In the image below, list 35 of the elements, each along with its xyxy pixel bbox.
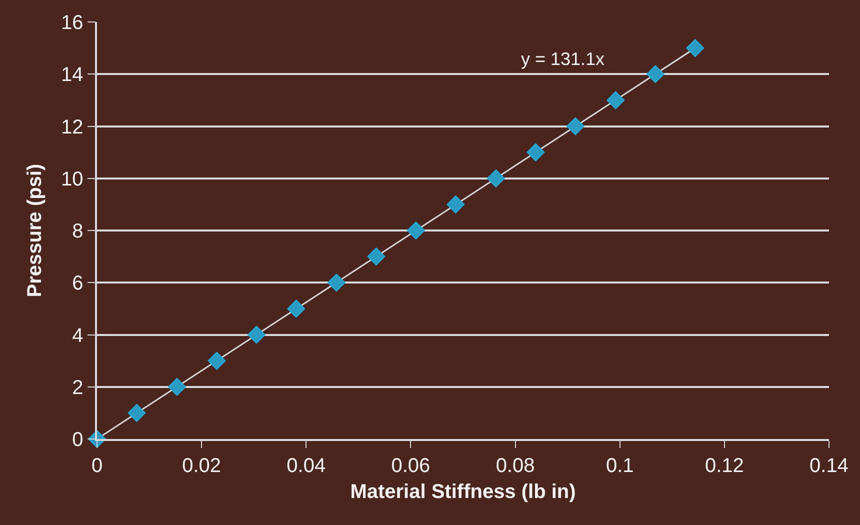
y-tick-label: 4	[72, 324, 84, 347]
point	[686, 39, 704, 58]
point	[406, 222, 425, 240]
point	[606, 91, 625, 110]
x-tick-label: 0.14	[810, 454, 848, 477]
point	[367, 248, 386, 266]
y-tick-label: 10	[61, 168, 84, 190]
annotation: y = 131.1x	[521, 49, 605, 69]
x-tick-label: 0.08	[496, 454, 535, 477]
point	[128, 404, 146, 422]
x-axis-title: Material Stiffness (lb in)	[350, 480, 576, 503]
point	[248, 326, 266, 344]
x-tick-label: 0.1	[606, 454, 634, 477]
x-tick-label: 0.06	[391, 454, 430, 477]
point	[646, 65, 664, 84]
x-tick-label: 0.02	[182, 454, 222, 477]
y-tick-label: 16	[61, 12, 84, 34]
point	[526, 143, 545, 162]
point	[446, 195, 465, 214]
y-tick-label: 8	[72, 220, 84, 242]
x-tick-label: 0.04	[286, 454, 326, 477]
y-tick-label: 6	[72, 272, 84, 295]
y-tick-label: 14	[61, 64, 84, 86]
y-tick-label: 0	[72, 429, 84, 451]
y-axis-title: Pressure (psi)	[24, 164, 46, 298]
point	[566, 117, 584, 136]
y-tick-label: 12	[61, 116, 84, 138]
point	[168, 378, 186, 396]
x-tick-label: 0.12	[704, 454, 744, 477]
x-tick-label: 0	[91, 454, 103, 477]
point	[486, 169, 505, 188]
point	[287, 300, 306, 318]
y-tick-label: 2	[72, 376, 84, 399]
point	[328, 274, 346, 292]
point	[208, 352, 226, 370]
